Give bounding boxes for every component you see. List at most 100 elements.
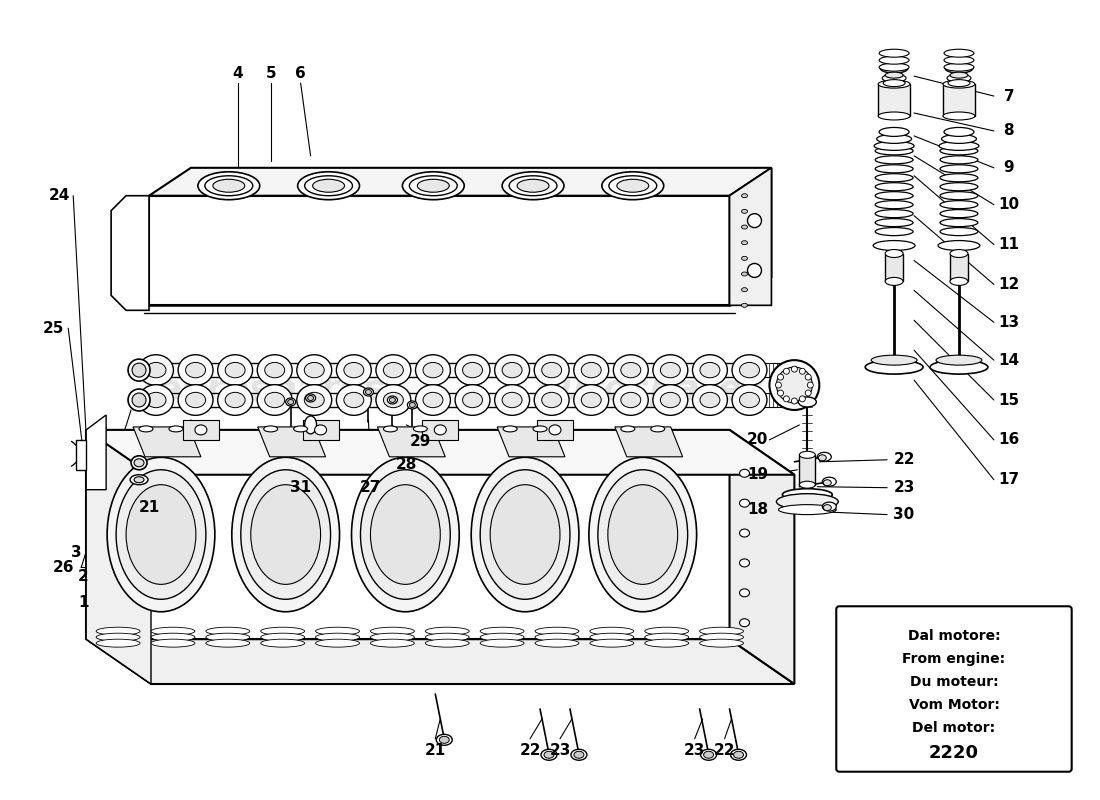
Text: 22: 22 bbox=[893, 452, 915, 467]
Text: 8: 8 bbox=[1003, 123, 1014, 138]
Ellipse shape bbox=[741, 256, 748, 260]
Ellipse shape bbox=[126, 485, 196, 584]
Ellipse shape bbox=[940, 156, 978, 164]
Text: 25: 25 bbox=[43, 321, 64, 336]
Ellipse shape bbox=[463, 362, 483, 378]
Ellipse shape bbox=[337, 354, 372, 386]
Ellipse shape bbox=[776, 382, 781, 388]
Ellipse shape bbox=[823, 478, 836, 486]
Ellipse shape bbox=[700, 627, 744, 635]
Ellipse shape bbox=[471, 458, 579, 612]
Ellipse shape bbox=[535, 354, 569, 386]
Ellipse shape bbox=[817, 452, 832, 462]
Ellipse shape bbox=[741, 241, 748, 245]
Ellipse shape bbox=[777, 494, 838, 510]
Ellipse shape bbox=[257, 385, 293, 415]
Ellipse shape bbox=[316, 627, 360, 635]
Ellipse shape bbox=[782, 489, 833, 501]
Text: Dal motore:: Dal motore: bbox=[908, 630, 1000, 643]
Ellipse shape bbox=[288, 399, 294, 405]
Ellipse shape bbox=[139, 426, 153, 432]
Ellipse shape bbox=[541, 750, 557, 760]
Ellipse shape bbox=[936, 355, 982, 365]
Ellipse shape bbox=[178, 354, 213, 386]
Ellipse shape bbox=[146, 392, 166, 408]
Ellipse shape bbox=[818, 455, 826, 461]
Ellipse shape bbox=[791, 398, 798, 404]
Ellipse shape bbox=[590, 627, 634, 635]
Ellipse shape bbox=[371, 627, 415, 635]
Ellipse shape bbox=[206, 633, 250, 641]
Ellipse shape bbox=[778, 390, 783, 396]
Polygon shape bbox=[86, 430, 729, 639]
Ellipse shape bbox=[940, 210, 978, 218]
FancyBboxPatch shape bbox=[836, 606, 1071, 772]
Ellipse shape bbox=[947, 74, 971, 82]
Ellipse shape bbox=[434, 425, 447, 435]
Ellipse shape bbox=[876, 201, 913, 209]
Ellipse shape bbox=[409, 176, 458, 196]
Ellipse shape bbox=[305, 362, 324, 378]
Ellipse shape bbox=[876, 210, 913, 218]
Ellipse shape bbox=[878, 112, 910, 120]
Polygon shape bbox=[148, 168, 771, 196]
Ellipse shape bbox=[940, 201, 978, 209]
Polygon shape bbox=[497, 427, 565, 457]
Ellipse shape bbox=[574, 354, 608, 386]
Ellipse shape bbox=[265, 362, 285, 378]
Ellipse shape bbox=[195, 425, 207, 435]
Ellipse shape bbox=[879, 56, 909, 64]
Ellipse shape bbox=[876, 227, 913, 236]
Ellipse shape bbox=[952, 242, 967, 254]
Ellipse shape bbox=[414, 426, 427, 432]
Ellipse shape bbox=[376, 354, 411, 386]
Ellipse shape bbox=[132, 393, 146, 407]
Text: 22: 22 bbox=[714, 743, 735, 758]
Ellipse shape bbox=[305, 392, 324, 408]
Text: eurospares: eurospares bbox=[156, 373, 385, 407]
Text: 9: 9 bbox=[1003, 160, 1014, 175]
Ellipse shape bbox=[371, 633, 415, 641]
Ellipse shape bbox=[940, 165, 978, 173]
Ellipse shape bbox=[132, 363, 146, 377]
Ellipse shape bbox=[305, 416, 317, 434]
Ellipse shape bbox=[940, 227, 978, 236]
Bar bbox=[943, 84, 975, 116]
Ellipse shape bbox=[939, 142, 979, 150]
Ellipse shape bbox=[308, 395, 314, 401]
Ellipse shape bbox=[880, 63, 909, 73]
Text: 6: 6 bbox=[295, 66, 306, 81]
Ellipse shape bbox=[739, 392, 759, 408]
Polygon shape bbox=[86, 415, 106, 490]
Ellipse shape bbox=[407, 401, 417, 409]
Polygon shape bbox=[133, 427, 201, 457]
Ellipse shape bbox=[748, 214, 761, 228]
Ellipse shape bbox=[879, 50, 909, 57]
Text: 12: 12 bbox=[998, 277, 1020, 292]
Bar bbox=[537, 420, 573, 440]
Ellipse shape bbox=[645, 627, 689, 635]
Ellipse shape bbox=[807, 382, 813, 388]
Ellipse shape bbox=[645, 633, 689, 641]
Bar bbox=[878, 84, 910, 116]
Ellipse shape bbox=[823, 502, 836, 511]
Ellipse shape bbox=[620, 426, 635, 432]
Ellipse shape bbox=[481, 633, 524, 641]
Ellipse shape bbox=[226, 392, 245, 408]
Ellipse shape bbox=[876, 147, 913, 155]
Ellipse shape bbox=[131, 456, 147, 470]
Ellipse shape bbox=[261, 639, 305, 647]
Ellipse shape bbox=[389, 398, 395, 402]
Ellipse shape bbox=[481, 627, 524, 635]
Ellipse shape bbox=[590, 633, 634, 641]
Ellipse shape bbox=[535, 627, 579, 635]
Text: 17: 17 bbox=[999, 472, 1020, 487]
Ellipse shape bbox=[481, 470, 570, 599]
Ellipse shape bbox=[363, 388, 373, 396]
Ellipse shape bbox=[117, 470, 206, 599]
Text: 10: 10 bbox=[999, 197, 1020, 212]
Ellipse shape bbox=[426, 627, 470, 635]
Ellipse shape bbox=[741, 288, 748, 292]
Ellipse shape bbox=[298, 172, 360, 200]
Ellipse shape bbox=[734, 751, 744, 758]
